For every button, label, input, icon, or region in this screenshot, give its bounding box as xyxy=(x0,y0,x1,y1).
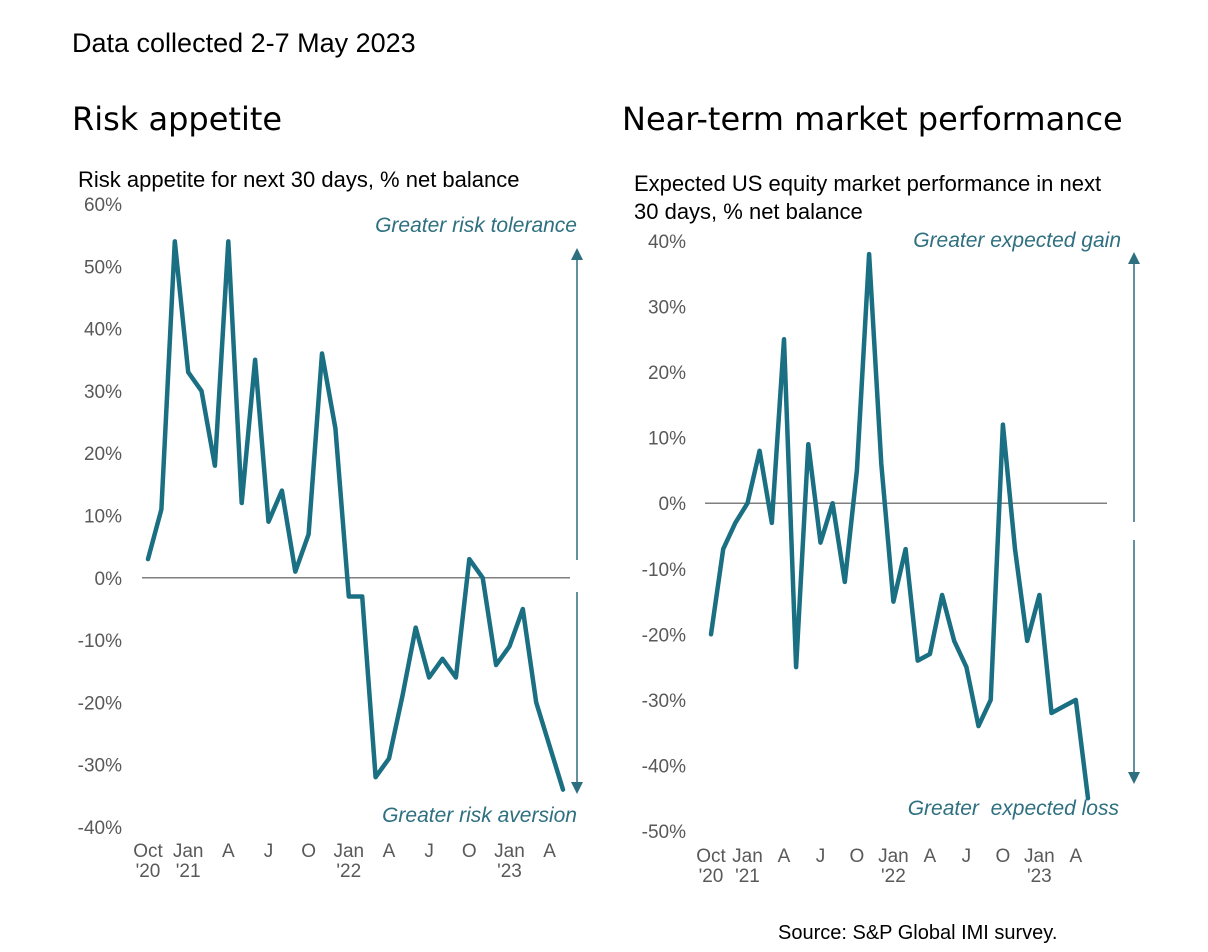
annotation-bottom: Greater expected loss xyxy=(908,797,1120,820)
y-tick-label: 40% xyxy=(648,232,686,253)
y-tick-label: -50% xyxy=(642,822,686,843)
x-tick-label: Oct xyxy=(133,841,163,862)
x-tick-label: J xyxy=(962,846,972,867)
y-tick-label: 20% xyxy=(648,363,686,384)
x-tick-label: A xyxy=(543,841,556,862)
date-collected-text: Data collected 2-7 May 2023 xyxy=(72,28,416,58)
annotation-top: Greater risk tolerance xyxy=(375,214,577,237)
x-tick-label: A xyxy=(778,846,791,867)
risk-appetite-chart-subtitle: Risk appetite for next 30 days, % net ba… xyxy=(78,167,520,192)
x-tick-year-label: '20 xyxy=(699,866,724,887)
y-tick-label: -30% xyxy=(78,756,122,777)
y-tick-label: 30% xyxy=(648,298,686,319)
x-tick-label: J xyxy=(264,841,274,862)
y-tick-label: -30% xyxy=(642,691,686,712)
y-tick-label: -40% xyxy=(642,756,686,777)
x-tick-label: A xyxy=(383,841,396,862)
y-tick-label: -40% xyxy=(78,818,122,839)
risk-appetite-panel-title: Risk appetite xyxy=(72,100,283,138)
y-tick-label: 40% xyxy=(84,320,122,341)
x-tick-label: Jan xyxy=(1024,846,1055,867)
y-tick-label: 20% xyxy=(84,444,122,465)
x-tick-label: O xyxy=(301,841,316,862)
x-tick-label: A xyxy=(1069,846,1082,867)
y-tick-label: -10% xyxy=(642,560,686,581)
x-tick-year-label: '21 xyxy=(176,861,201,882)
down-arrow-head xyxy=(571,782,583,794)
y-tick-label: -20% xyxy=(78,693,122,714)
market-performance-panel-title: Near-term market performance xyxy=(622,100,1123,138)
y-tick-label: 10% xyxy=(84,507,122,528)
y-tick-label: 0% xyxy=(659,494,687,515)
x-tick-label: J xyxy=(424,841,434,862)
x-tick-label: A xyxy=(222,841,235,862)
x-tick-label: O xyxy=(462,841,477,862)
x-tick-label: J xyxy=(816,846,826,867)
x-tick-label: Oct xyxy=(696,846,726,867)
x-tick-year-label: '20 xyxy=(136,861,161,882)
x-tick-label: A xyxy=(924,846,937,867)
x-tick-year-label: '22 xyxy=(336,861,361,882)
series-line xyxy=(145,239,566,792)
x-tick-label: Jan xyxy=(494,841,525,862)
x-tick-label: O xyxy=(850,846,865,867)
y-tick-label: 60% xyxy=(84,195,122,216)
x-tick-label: Jan xyxy=(173,841,204,862)
series-line xyxy=(708,251,1091,801)
y-tick-label: 50% xyxy=(84,257,122,278)
x-tick-label: Jan xyxy=(878,846,909,867)
x-tick-label: Jan xyxy=(732,846,763,867)
market-performance-chart-subtitle: Expected US equity market performance in… xyxy=(634,171,1102,224)
source-note: Source: S&P Global IMI survey. xyxy=(778,922,1058,944)
x-tick-year-label: '21 xyxy=(735,866,760,887)
y-tick-label: 10% xyxy=(648,429,686,450)
risk-appetite-chart: 60%50%40%30%20%10%0%-10%-20%-30%-40%Oct'… xyxy=(78,195,583,882)
y-tick-label: -20% xyxy=(642,625,686,646)
x-tick-year-label: '22 xyxy=(881,866,906,887)
annotation-top: Greater expected gain xyxy=(913,229,1121,252)
x-tick-label: Jan xyxy=(333,841,364,862)
y-tick-label: -10% xyxy=(78,631,122,652)
down-arrow-head xyxy=(1128,772,1140,784)
market-performance-chart: 40% 30% 20% 10% 0% -10% -20% -30% -40% -50% Oct'20… xyxy=(642,229,1140,887)
up-arrow-head xyxy=(1128,252,1140,264)
annotation-bottom: Greater risk aversion xyxy=(382,804,577,827)
y-tick-label: 0% xyxy=(95,569,123,590)
y-tick-label: 30% xyxy=(84,382,122,403)
up-arrow-head xyxy=(571,248,583,260)
x-tick-year-label: '23 xyxy=(497,861,522,882)
x-tick-year-label: '23 xyxy=(1027,866,1052,887)
x-tick-label: O xyxy=(995,846,1010,867)
